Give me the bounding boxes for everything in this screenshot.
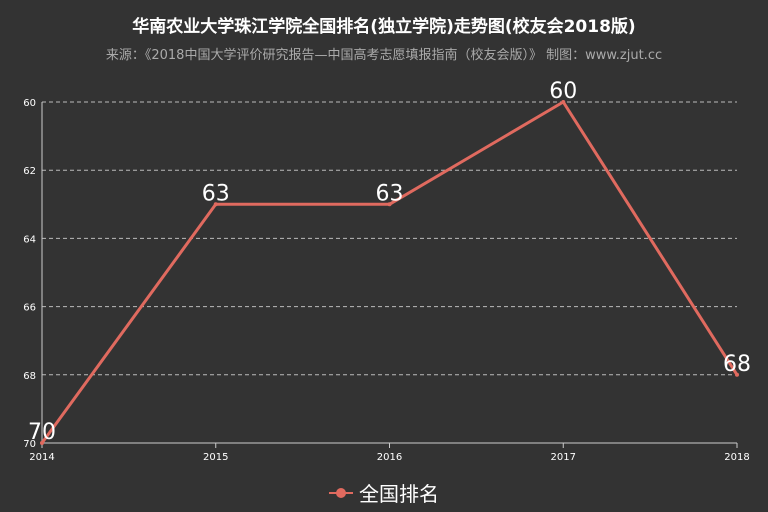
data-label: 68 <box>723 352 751 377</box>
x-tick-label: 2014 <box>29 452 54 463</box>
legend-item[interactable]: 全国排名 <box>329 478 439 507</box>
data-label: 63 <box>202 181 230 206</box>
x-tick-label: 2015 <box>203 452 228 463</box>
data-point <box>735 372 739 377</box>
y-tick-label: 70 <box>23 439 36 450</box>
x-tick-label: 2018 <box>724 452 749 463</box>
y-tick-label: 64 <box>23 234 36 245</box>
data-point <box>213 202 218 207</box>
x-tick-label: 2016 <box>377 452 402 463</box>
y-tick-label: 66 <box>23 303 36 314</box>
chart-subtitle: 来源：《2018中国大学评价研究报告—中国高考志愿填报指南（校友会版）》 制图：… <box>105 48 663 63</box>
axes <box>41 102 737 444</box>
legend[interactable]: 全国排名 <box>0 478 768 507</box>
data-label: 60 <box>549 79 577 104</box>
chart-title: 华南农业大学珠江学院全国排名(独立学院)走势图(校友会2018版) <box>132 17 636 37</box>
data-point <box>561 100 566 104</box>
data-label: 70 <box>28 420 56 445</box>
data-labels: 70 63 63 60 68 <box>28 79 751 445</box>
data-label: 63 <box>376 181 404 206</box>
data-point <box>40 441 44 445</box>
series-group <box>40 100 739 445</box>
x-tick-label: 2017 <box>551 452 576 463</box>
y-axis-ticks: 60 62 64 66 68 70 <box>23 98 36 450</box>
x-axis-ticks: 2014 2015 2016 2017 2018 <box>29 443 750 463</box>
y-tick-label: 68 <box>23 371 36 382</box>
y-tick-label: 60 <box>23 98 36 109</box>
legend-label: 全国排名 <box>359 482 439 506</box>
data-point <box>387 202 392 207</box>
series-line <box>40 100 739 444</box>
legend-marker-icon <box>329 486 353 500</box>
y-tick-label: 62 <box>23 166 36 177</box>
grid-lines <box>42 101 737 376</box>
